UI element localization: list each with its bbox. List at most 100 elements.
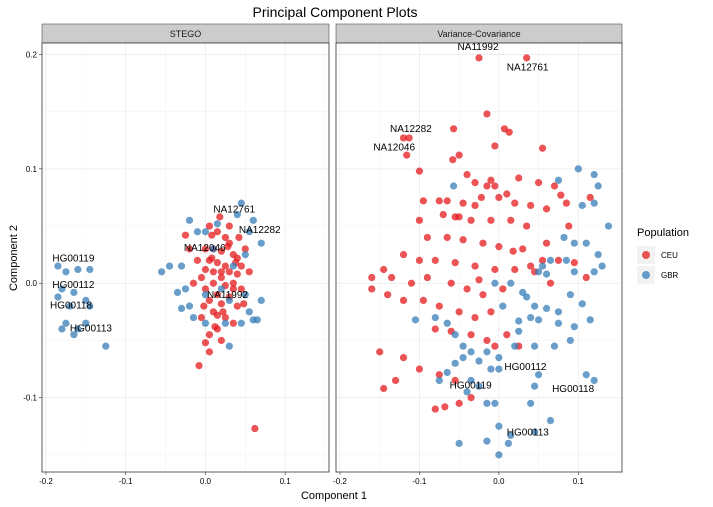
data-point-gbr [58, 285, 66, 293]
data-point-gbr [578, 300, 586, 308]
data-point-ceu [435, 371, 443, 379]
data-point-ceu [233, 302, 241, 310]
data-point-ceu [455, 308, 463, 316]
data-point-ceu [503, 190, 511, 198]
data-point-gbr [201, 319, 210, 327]
data-point-gbr [241, 291, 249, 299]
data-point-gbr [257, 296, 265, 304]
data-point-gbr [511, 342, 519, 350]
data-point-ceu [565, 222, 573, 230]
data-point-ceu [431, 256, 439, 264]
data-point-ceu [200, 302, 208, 310]
data-point-gbr [459, 342, 467, 350]
data-point-gbr [459, 354, 467, 362]
data-point-gbr [443, 319, 451, 327]
data-point-gbr [542, 270, 551, 278]
data-point-ceu [527, 262, 535, 270]
data-point-gbr [495, 365, 503, 373]
data-point-ceu [185, 245, 194, 253]
data-point-ceu [423, 273, 431, 282]
data-point-gbr [560, 233, 568, 242]
data-point-ceu [380, 265, 388, 274]
data-point-ceu [217, 336, 225, 345]
data-point-gbr [554, 176, 563, 184]
data-point-gbr [431, 313, 439, 322]
data-point-ceu [216, 213, 224, 221]
data-point-ceu [435, 197, 443, 205]
data-point-ceu [209, 279, 218, 287]
data-point-ceu [507, 216, 515, 224]
data-point-gbr [443, 368, 451, 377]
data-point-ceu [205, 331, 214, 339]
data-point-gbr [225, 342, 233, 350]
data-point-gbr [257, 239, 265, 247]
data-point-ceu [443, 233, 451, 242]
data-point-ceu [237, 262, 245, 270]
data-point-ceu [477, 193, 485, 202]
data-point-gbr [504, 439, 512, 447]
data-point-gbr [531, 428, 539, 436]
data-point-ceu [205, 222, 214, 230]
data-point-ceu [509, 247, 517, 255]
panel-border [335, 42, 623, 473]
data-point-ceu [439, 211, 447, 219]
data-point-ceu [419, 197, 427, 205]
data-point-gbr [225, 296, 233, 304]
data-point-ceu [229, 279, 237, 287]
data-point-gbr [102, 342, 110, 350]
data-point-ceu [399, 296, 408, 304]
data-point-gbr [177, 304, 186, 313]
data-point-ceu [491, 182, 499, 190]
data-point-ceu [511, 265, 519, 274]
data-point-gbr [527, 399, 535, 407]
point-label: HG00119 [52, 254, 95, 265]
data-point-gbr [594, 251, 602, 259]
data-point-gbr [546, 256, 555, 264]
data-point-ceu [491, 265, 499, 274]
data-point-gbr [542, 304, 551, 313]
data-point-gbr [598, 262, 606, 270]
data-point-ceu [384, 291, 392, 299]
data-point-ceu [570, 259, 578, 267]
data-point-ceu [368, 273, 376, 282]
data-point-ceu [534, 178, 543, 187]
data-point-gbr [590, 199, 598, 207]
data-point-ceu [415, 256, 424, 264]
y-tick-label: -0.1 [23, 394, 37, 403]
x-tick-label: -0.1 [119, 477, 133, 486]
data-point-ceu [491, 342, 499, 350]
data-point-ceu [523, 222, 531, 230]
data-point-ceu [229, 319, 237, 327]
data-point-gbr [491, 279, 499, 287]
data-point-gbr [515, 317, 523, 325]
y-tick-label: 0.1 [26, 165, 38, 174]
panel-background [42, 43, 329, 472]
data-point-gbr [451, 331, 459, 339]
point-label: HG00113 [507, 427, 550, 438]
data-point-ceu [441, 403, 449, 411]
facet-strip-label: Variance-Covariance [437, 29, 520, 39]
data-point-ceu [391, 376, 400, 385]
data-point-gbr [237, 319, 245, 327]
data-point-gbr [201, 291, 210, 299]
data-point-ceu [431, 405, 439, 413]
point-label: NA12761 [507, 62, 549, 73]
data-point-ceu [399, 134, 408, 142]
data-point-ceu [455, 399, 463, 407]
data-point-gbr [491, 399, 499, 407]
data-point-ceu [213, 291, 221, 299]
data-point-ceu [201, 245, 210, 253]
data-point-ceu [447, 279, 455, 287]
x-tick-label: 0.0 [493, 477, 505, 486]
data-point-gbr [253, 316, 261, 324]
data-point-ceu [225, 222, 233, 230]
data-point-ceu [471, 178, 479, 187]
data-point-ceu [491, 142, 499, 150]
data-point-ceu [554, 256, 563, 264]
data-point-gbr [82, 296, 90, 304]
facet-panels: STEGO NA12761 NA12282 NA12046 NA11992 HG00119… [23, 23, 623, 486]
data-point-gbr [582, 371, 590, 379]
data-point-ceu [479, 239, 487, 247]
data-point-ceu [467, 394, 475, 402]
